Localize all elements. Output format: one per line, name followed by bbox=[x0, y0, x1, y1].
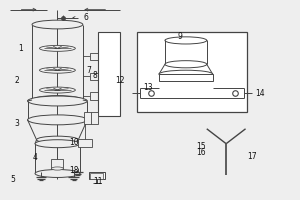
Text: 10: 10 bbox=[69, 138, 79, 147]
Bar bbox=[98, 32, 120, 116]
Ellipse shape bbox=[28, 96, 87, 106]
Bar bbox=[78, 139, 92, 147]
Text: 8: 8 bbox=[92, 71, 97, 80]
Text: 11: 11 bbox=[93, 177, 103, 186]
Text: 15: 15 bbox=[196, 142, 206, 151]
Ellipse shape bbox=[32, 96, 83, 104]
Ellipse shape bbox=[165, 37, 207, 44]
Bar bbox=[136, 32, 247, 112]
Ellipse shape bbox=[35, 140, 80, 148]
Text: 5: 5 bbox=[10, 175, 15, 184]
Ellipse shape bbox=[35, 170, 80, 177]
Text: 3: 3 bbox=[15, 119, 20, 128]
Ellipse shape bbox=[28, 115, 87, 125]
Bar bbox=[90, 73, 98, 80]
Bar bbox=[90, 92, 98, 100]
Bar bbox=[159, 74, 213, 81]
Ellipse shape bbox=[40, 87, 75, 93]
Text: 7: 7 bbox=[86, 66, 91, 75]
Text: 16: 16 bbox=[196, 148, 206, 157]
Text: 18: 18 bbox=[69, 166, 79, 175]
Ellipse shape bbox=[37, 136, 78, 143]
Text: 6: 6 bbox=[83, 13, 88, 22]
Ellipse shape bbox=[165, 61, 207, 68]
Ellipse shape bbox=[159, 70, 213, 78]
Ellipse shape bbox=[40, 45, 75, 51]
Text: 14: 14 bbox=[256, 89, 265, 98]
Ellipse shape bbox=[52, 167, 63, 170]
Bar bbox=[52, 159, 63, 169]
Text: 4: 4 bbox=[33, 153, 38, 162]
Text: 2: 2 bbox=[15, 76, 20, 85]
Ellipse shape bbox=[32, 20, 83, 29]
Text: 1: 1 bbox=[19, 44, 23, 53]
Bar bbox=[90, 53, 98, 60]
Bar bbox=[84, 112, 98, 124]
Text: 9: 9 bbox=[177, 32, 182, 41]
Bar bbox=[89, 171, 105, 179]
Text: 12: 12 bbox=[116, 76, 125, 85]
Bar bbox=[90, 173, 104, 179]
Ellipse shape bbox=[40, 67, 75, 73]
Text: 17: 17 bbox=[247, 152, 256, 161]
Text: 13: 13 bbox=[144, 83, 153, 92]
